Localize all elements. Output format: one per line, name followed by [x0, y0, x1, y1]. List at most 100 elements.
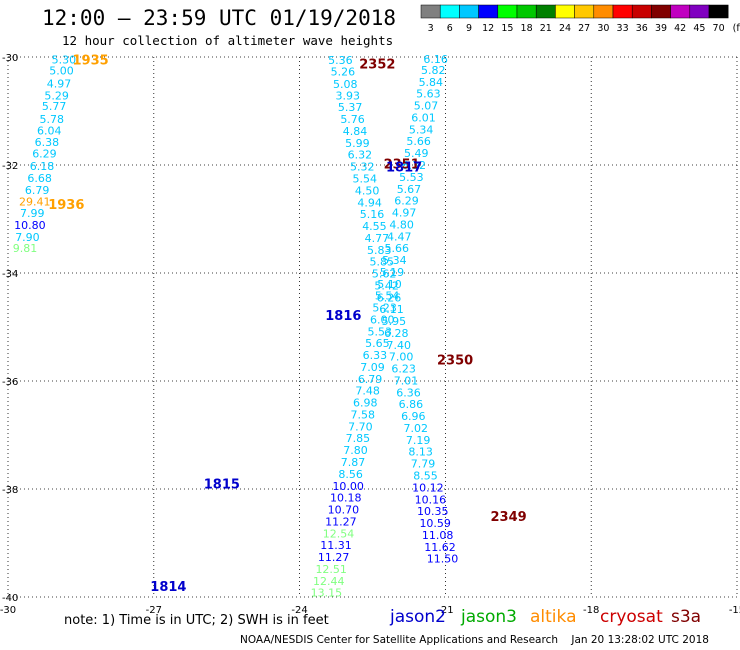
- time-annotation: 1936: [48, 198, 84, 213]
- legend-jason2: jason2: [390, 607, 446, 627]
- wave-height-point: 6.79: [25, 184, 50, 197]
- wave-height-point: 5.99: [345, 137, 370, 150]
- wave-height-point: 6.29: [394, 195, 419, 208]
- wave-height-point: 7.48: [355, 385, 380, 398]
- wave-height-point: 7.58: [351, 408, 376, 421]
- wave-height-point: 5.30: [52, 54, 77, 67]
- wave-height-point: 4.55: [362, 220, 387, 233]
- wave-height-point: 10.80: [14, 219, 46, 232]
- wave-height-point: 5.00: [49, 65, 74, 78]
- chart-subtitle: 12 hour collection of altimeter wave hei…: [62, 33, 394, 48]
- wave-height-point: 6.29: [32, 148, 57, 161]
- time-annotation: 1816: [325, 309, 361, 324]
- wave-height-point: 5.53: [368, 325, 393, 338]
- wave-height-point: 5.10: [377, 278, 402, 291]
- x-tick-label: -30: [0, 605, 16, 616]
- scale-label: 24: [559, 23, 571, 34]
- wave-height-point: 5.29: [44, 89, 69, 102]
- time-annotation: 2352: [359, 57, 395, 72]
- wave-height-point: 5.85: [369, 256, 394, 269]
- wave-height-point: 5.08: [333, 78, 358, 91]
- scale-label: 36: [636, 23, 648, 34]
- wave-height-point: 5.66: [406, 135, 431, 148]
- wave-height-point: 5.19: [380, 266, 405, 279]
- wave-height-point: 6.79: [358, 373, 383, 386]
- time-annotation: 1815: [204, 478, 240, 493]
- wave-height-point: 5.53: [399, 171, 424, 184]
- legend-s3a: s3a: [671, 607, 702, 627]
- wave-height-point: 3.93: [335, 89, 360, 102]
- wave-height-point: 6.32: [348, 149, 373, 162]
- wave-height-point: 7.79: [411, 458, 436, 471]
- wave-height-point: 7.40: [386, 339, 411, 352]
- wave-height-point: 13.15: [311, 587, 343, 600]
- wave-height-point: 8.55: [413, 470, 438, 483]
- wave-height-point: 6.38: [35, 136, 60, 149]
- wave-height-point: 10.00: [332, 480, 364, 493]
- legend-altika: altika: [530, 607, 577, 627]
- time-annotation: 1935: [73, 54, 109, 69]
- wave-height-point: 5.82: [421, 64, 446, 77]
- scale-label: 30: [597, 23, 609, 34]
- wave-height-point: 6.04: [37, 124, 62, 137]
- wave-height-point: 4.84: [343, 125, 368, 138]
- y-tick-label: -36: [2, 377, 18, 388]
- wave-height-point: 7.80: [343, 444, 368, 457]
- wave-height-point: 5.83: [367, 244, 392, 257]
- legend-jason3: jason3: [461, 607, 517, 627]
- scale-label: 9: [466, 23, 472, 34]
- wave-height-point: 7.85: [346, 432, 371, 445]
- wave-height-point: 5.37: [338, 101, 363, 114]
- wave-height-point: 6.18: [30, 160, 55, 173]
- y-tick-label: -38: [2, 485, 18, 496]
- scale-label: 70: [713, 23, 725, 34]
- wave-height-point: 6.28: [384, 327, 409, 340]
- wave-height-point: 5.67: [397, 183, 422, 196]
- scale-label: 3: [428, 23, 434, 34]
- time-annotation: 1814: [150, 580, 186, 595]
- wave-height-point: 7.87: [341, 456, 366, 469]
- wave-height-point: 6.32: [402, 159, 427, 172]
- wave-height-point: 7.99: [20, 207, 45, 220]
- time-annotation: 2351: [384, 157, 420, 172]
- wave-height-point: 5.76: [340, 113, 365, 126]
- wave-height-point: 10.35: [417, 505, 449, 518]
- wave-height-point: 10.12: [412, 481, 444, 494]
- wave-height-point: 4.97: [47, 77, 72, 90]
- wave-height-point: 6.26: [377, 291, 402, 304]
- wave-height-point: 5.63: [416, 88, 441, 101]
- x-tick-label: -24: [291, 605, 307, 616]
- wave-height-point: 7.70: [348, 420, 373, 433]
- scale-label: 33: [617, 23, 629, 34]
- scale-label: (ft): [733, 23, 740, 34]
- scale-label: 42: [674, 23, 686, 34]
- wave-height-point: 6.86: [399, 398, 424, 411]
- wave-height-point: 4.94: [357, 196, 382, 209]
- wave-height-point: 6.16: [423, 53, 448, 66]
- wave-height-point: 7.02: [404, 422, 429, 435]
- wave-height-point: 7.19: [406, 434, 431, 447]
- wave-height-point: 5.54: [352, 173, 377, 186]
- wave-height-point: 6.98: [353, 397, 378, 410]
- wave-height-point: 10.70: [328, 504, 360, 517]
- wave-height-point: 6.11: [379, 303, 404, 316]
- wave-height-point: 11.08: [422, 529, 454, 542]
- wave-height-point: 5.62: [372, 268, 397, 281]
- wave-height-point: 10.59: [419, 517, 451, 530]
- x-tick-label: -21: [437, 605, 453, 616]
- wave-height-point: 11.62: [424, 541, 456, 554]
- wave-height-point: 5.66: [385, 242, 410, 255]
- x-tick-label: -15: [729, 605, 740, 616]
- scale-label: 15: [501, 23, 513, 34]
- wave-height-point: 11.27: [318, 551, 350, 564]
- wave-height-point: 6.68: [27, 172, 52, 185]
- time-annotation: 2350: [437, 353, 473, 368]
- wave-height-point: 7.00: [389, 351, 414, 364]
- wave-height-point: 29.41: [19, 196, 51, 209]
- y-tick-label: -32: [2, 161, 18, 172]
- wave-height-point: 6.00: [370, 313, 395, 326]
- wave-height-point: 12.44: [313, 575, 345, 588]
- wave-height-point: 5.07: [414, 100, 439, 113]
